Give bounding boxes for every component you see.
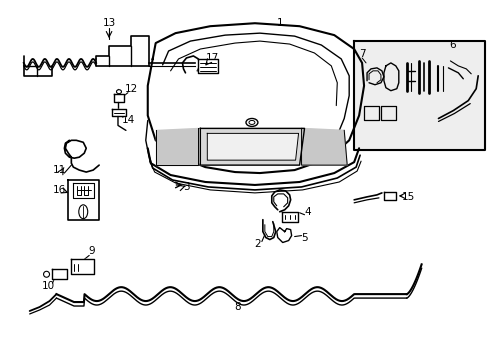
Polygon shape [353, 41, 484, 150]
Text: 2: 2 [254, 239, 261, 249]
Text: 16: 16 [53, 185, 66, 195]
Polygon shape [51, 269, 67, 279]
Text: 15: 15 [401, 192, 414, 202]
Polygon shape [276, 228, 291, 243]
Polygon shape [68, 180, 99, 220]
Polygon shape [301, 129, 346, 165]
Polygon shape [112, 109, 126, 117]
Ellipse shape [245, 118, 257, 126]
Polygon shape [281, 212, 297, 222]
Polygon shape [200, 129, 304, 165]
Polygon shape [155, 129, 198, 165]
Text: 5: 5 [301, 233, 307, 243]
Text: 11: 11 [53, 165, 66, 175]
Text: 8: 8 [234, 302, 241, 312]
Text: 13: 13 [102, 18, 116, 28]
Text: 6: 6 [448, 40, 455, 50]
Text: 9: 9 [89, 247, 95, 256]
Polygon shape [71, 260, 94, 274]
Ellipse shape [116, 90, 121, 94]
Ellipse shape [79, 205, 87, 219]
Text: 17: 17 [205, 53, 219, 63]
Text: 14: 14 [122, 116, 135, 126]
Polygon shape [73, 183, 94, 198]
Text: 7: 7 [358, 49, 365, 59]
Polygon shape [198, 59, 218, 73]
Text: 3: 3 [183, 182, 189, 192]
Polygon shape [114, 94, 123, 102]
Text: 12: 12 [125, 84, 138, 94]
Text: 4: 4 [304, 207, 310, 217]
Text: 1: 1 [276, 18, 283, 28]
Polygon shape [383, 192, 395, 200]
Text: 10: 10 [42, 281, 55, 291]
Polygon shape [147, 23, 364, 173]
Ellipse shape [43, 271, 49, 277]
Polygon shape [207, 133, 298, 160]
